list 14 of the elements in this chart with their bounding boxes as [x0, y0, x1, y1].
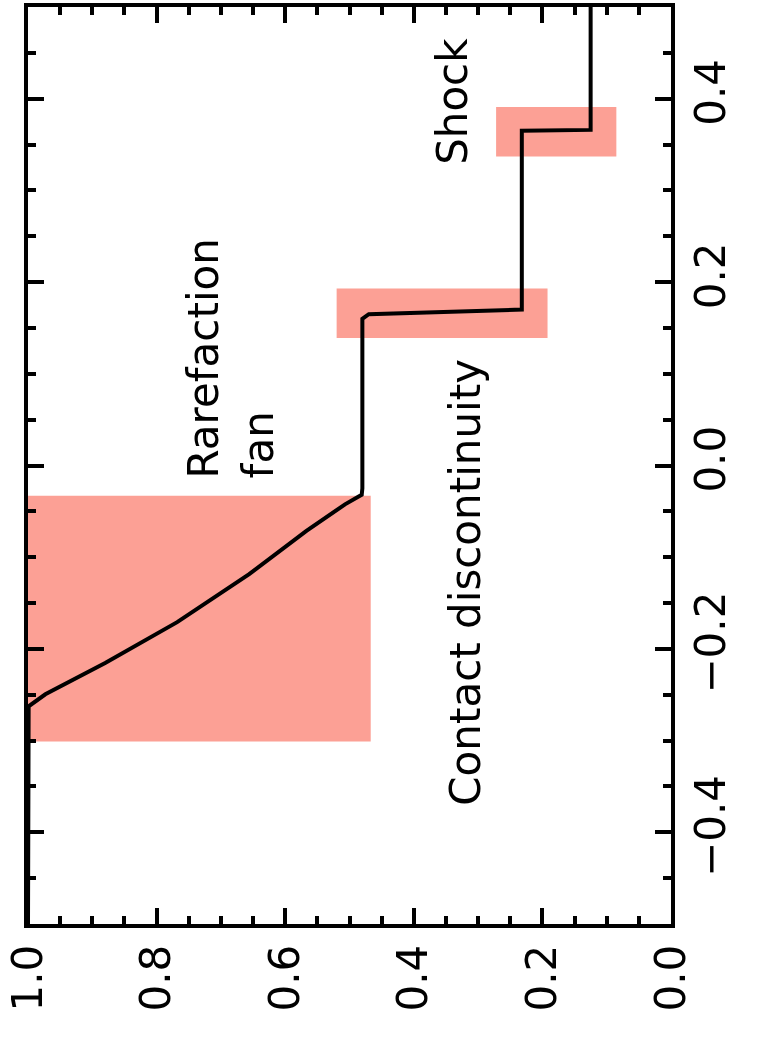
y-tick-label: 0.2 [686, 242, 736, 310]
x-tick-label: 0.0 [645, 944, 695, 1012]
y-tick-label: 0.0 [686, 425, 736, 493]
annotation: Shock [428, 37, 478, 165]
y-tick-label: −0.2 [686, 591, 736, 694]
x-tick-label: 1.0 [2, 944, 52, 1012]
annotation: Rarefaction fan [178, 238, 283, 479]
y-tick-label: −0.4 [686, 775, 736, 877]
y-tick-label: 0.4 [686, 59, 736, 126]
x-tick-label: 0.2 [517, 944, 567, 1012]
x-tick-label: 0.6 [259, 944, 309, 1012]
x-tick-label: 0.4 [388, 944, 438, 1012]
annotation: Contact discontinuity [440, 358, 490, 806]
x-tick-label: 0.8 [131, 944, 181, 1012]
